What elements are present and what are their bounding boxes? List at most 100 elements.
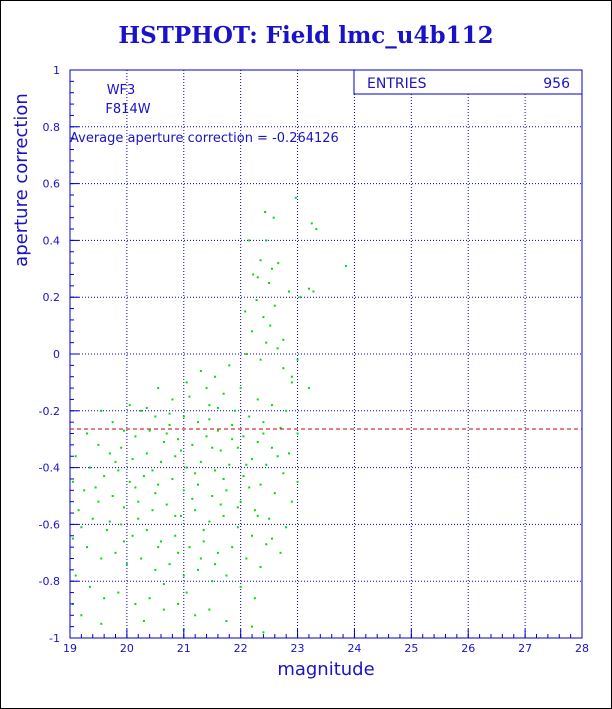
data-point [219, 503, 222, 506]
y-axis-ticks: -1 -0.8 -0.6 -0.4 -0.2 0 0.2 0.4 0.6 0.8 1 [39, 64, 79, 645]
data-point [214, 563, 217, 566]
data-point [83, 489, 86, 492]
data-point [105, 529, 108, 532]
y-tick-label: -0.8 [39, 575, 60, 588]
data-point [100, 409, 103, 412]
data-point [251, 534, 254, 537]
data-point [174, 534, 177, 537]
data-point [131, 534, 134, 537]
x-axis-ticks: 19 20 21 22 23 24 25 26 27 28 [63, 629, 589, 655]
data-point [148, 429, 151, 432]
data-point [211, 495, 214, 497]
data-point [74, 455, 77, 458]
stats-entries-value: 956 [543, 76, 570, 92]
data-point [202, 529, 205, 532]
data-point [111, 421, 114, 424]
x-tick-label: 24 [347, 642, 361, 655]
data-point [245, 353, 248, 355]
data-point [259, 259, 262, 262]
data-point [276, 347, 279, 350]
data-point [123, 540, 126, 543]
data-point [174, 455, 177, 458]
y-tick-label: 0.6 [43, 178, 61, 191]
data-point [255, 299, 258, 302]
gridlines [70, 70, 582, 638]
data-point [71, 537, 74, 540]
data-point [168, 563, 171, 566]
data-point [100, 622, 103, 625]
chart-title: HSTPHOT: Field lmc_u4b112 [118, 22, 494, 49]
data-point [211, 580, 214, 583]
data-point [296, 432, 299, 435]
data-point [216, 551, 219, 554]
data-point [162, 608, 165, 611]
data-point [285, 409, 288, 412]
data-point [97, 443, 100, 446]
data-point [299, 296, 302, 299]
data-point [307, 287, 310, 290]
data-point [251, 458, 254, 461]
data-point [108, 520, 111, 523]
data-point [239, 500, 242, 503]
data-point [151, 509, 154, 512]
data-point [236, 506, 239, 509]
data-point [117, 469, 120, 472]
data-point [160, 460, 163, 463]
data-point [269, 324, 272, 327]
data-point [123, 429, 126, 432]
data-point [282, 472, 285, 475]
data-point [88, 585, 91, 588]
data-point [310, 222, 313, 225]
data-point [279, 426, 282, 429]
data-point [194, 614, 197, 617]
data-point [179, 514, 182, 517]
data-point [270, 404, 273, 407]
data-point [216, 429, 219, 432]
data-point [245, 557, 248, 560]
data-point [285, 526, 288, 529]
data-point [288, 452, 291, 455]
data-point [270, 267, 273, 270]
x-tick-label: 26 [461, 642, 475, 655]
data-point [151, 469, 154, 472]
data-point [199, 460, 202, 463]
data-point [208, 608, 211, 611]
data-point [191, 497, 194, 500]
data-point [80, 526, 83, 529]
data-point [154, 415, 157, 418]
data-point [171, 398, 174, 401]
data-point [231, 424, 234, 426]
y-tick-label: -0.4 [39, 462, 60, 475]
data-point [114, 460, 117, 463]
data-point [80, 614, 83, 617]
data-point [315, 228, 318, 231]
data-point [208, 404, 211, 407]
average-correction-text: Average aperture correction = -0.264126 [70, 131, 339, 146]
data-point [222, 514, 225, 517]
data-point [120, 446, 123, 449]
data-point [174, 514, 177, 517]
data-point [185, 381, 188, 384]
y-tick-label: -0.2 [39, 405, 60, 418]
data-point [165, 503, 168, 506]
data-point [288, 290, 291, 293]
x-axis-title: magnitude [277, 659, 374, 680]
data-point [177, 438, 180, 441]
data-point [123, 506, 126, 509]
data-point [256, 398, 259, 401]
data-point [208, 418, 211, 421]
data-point [265, 341, 268, 344]
average-correction-label: Average aperture correction = [70, 131, 268, 146]
data-point [117, 591, 120, 594]
data-point [202, 540, 205, 543]
data-point [233, 409, 236, 412]
data-point [140, 557, 143, 560]
data-point [251, 625, 254, 628]
data-point [256, 276, 259, 279]
x-tick-label: 20 [120, 642, 134, 655]
data-point [91, 517, 94, 520]
data-point [276, 455, 279, 458]
data-point [242, 435, 245, 438]
data-point [264, 211, 267, 213]
data-point [177, 551, 180, 554]
